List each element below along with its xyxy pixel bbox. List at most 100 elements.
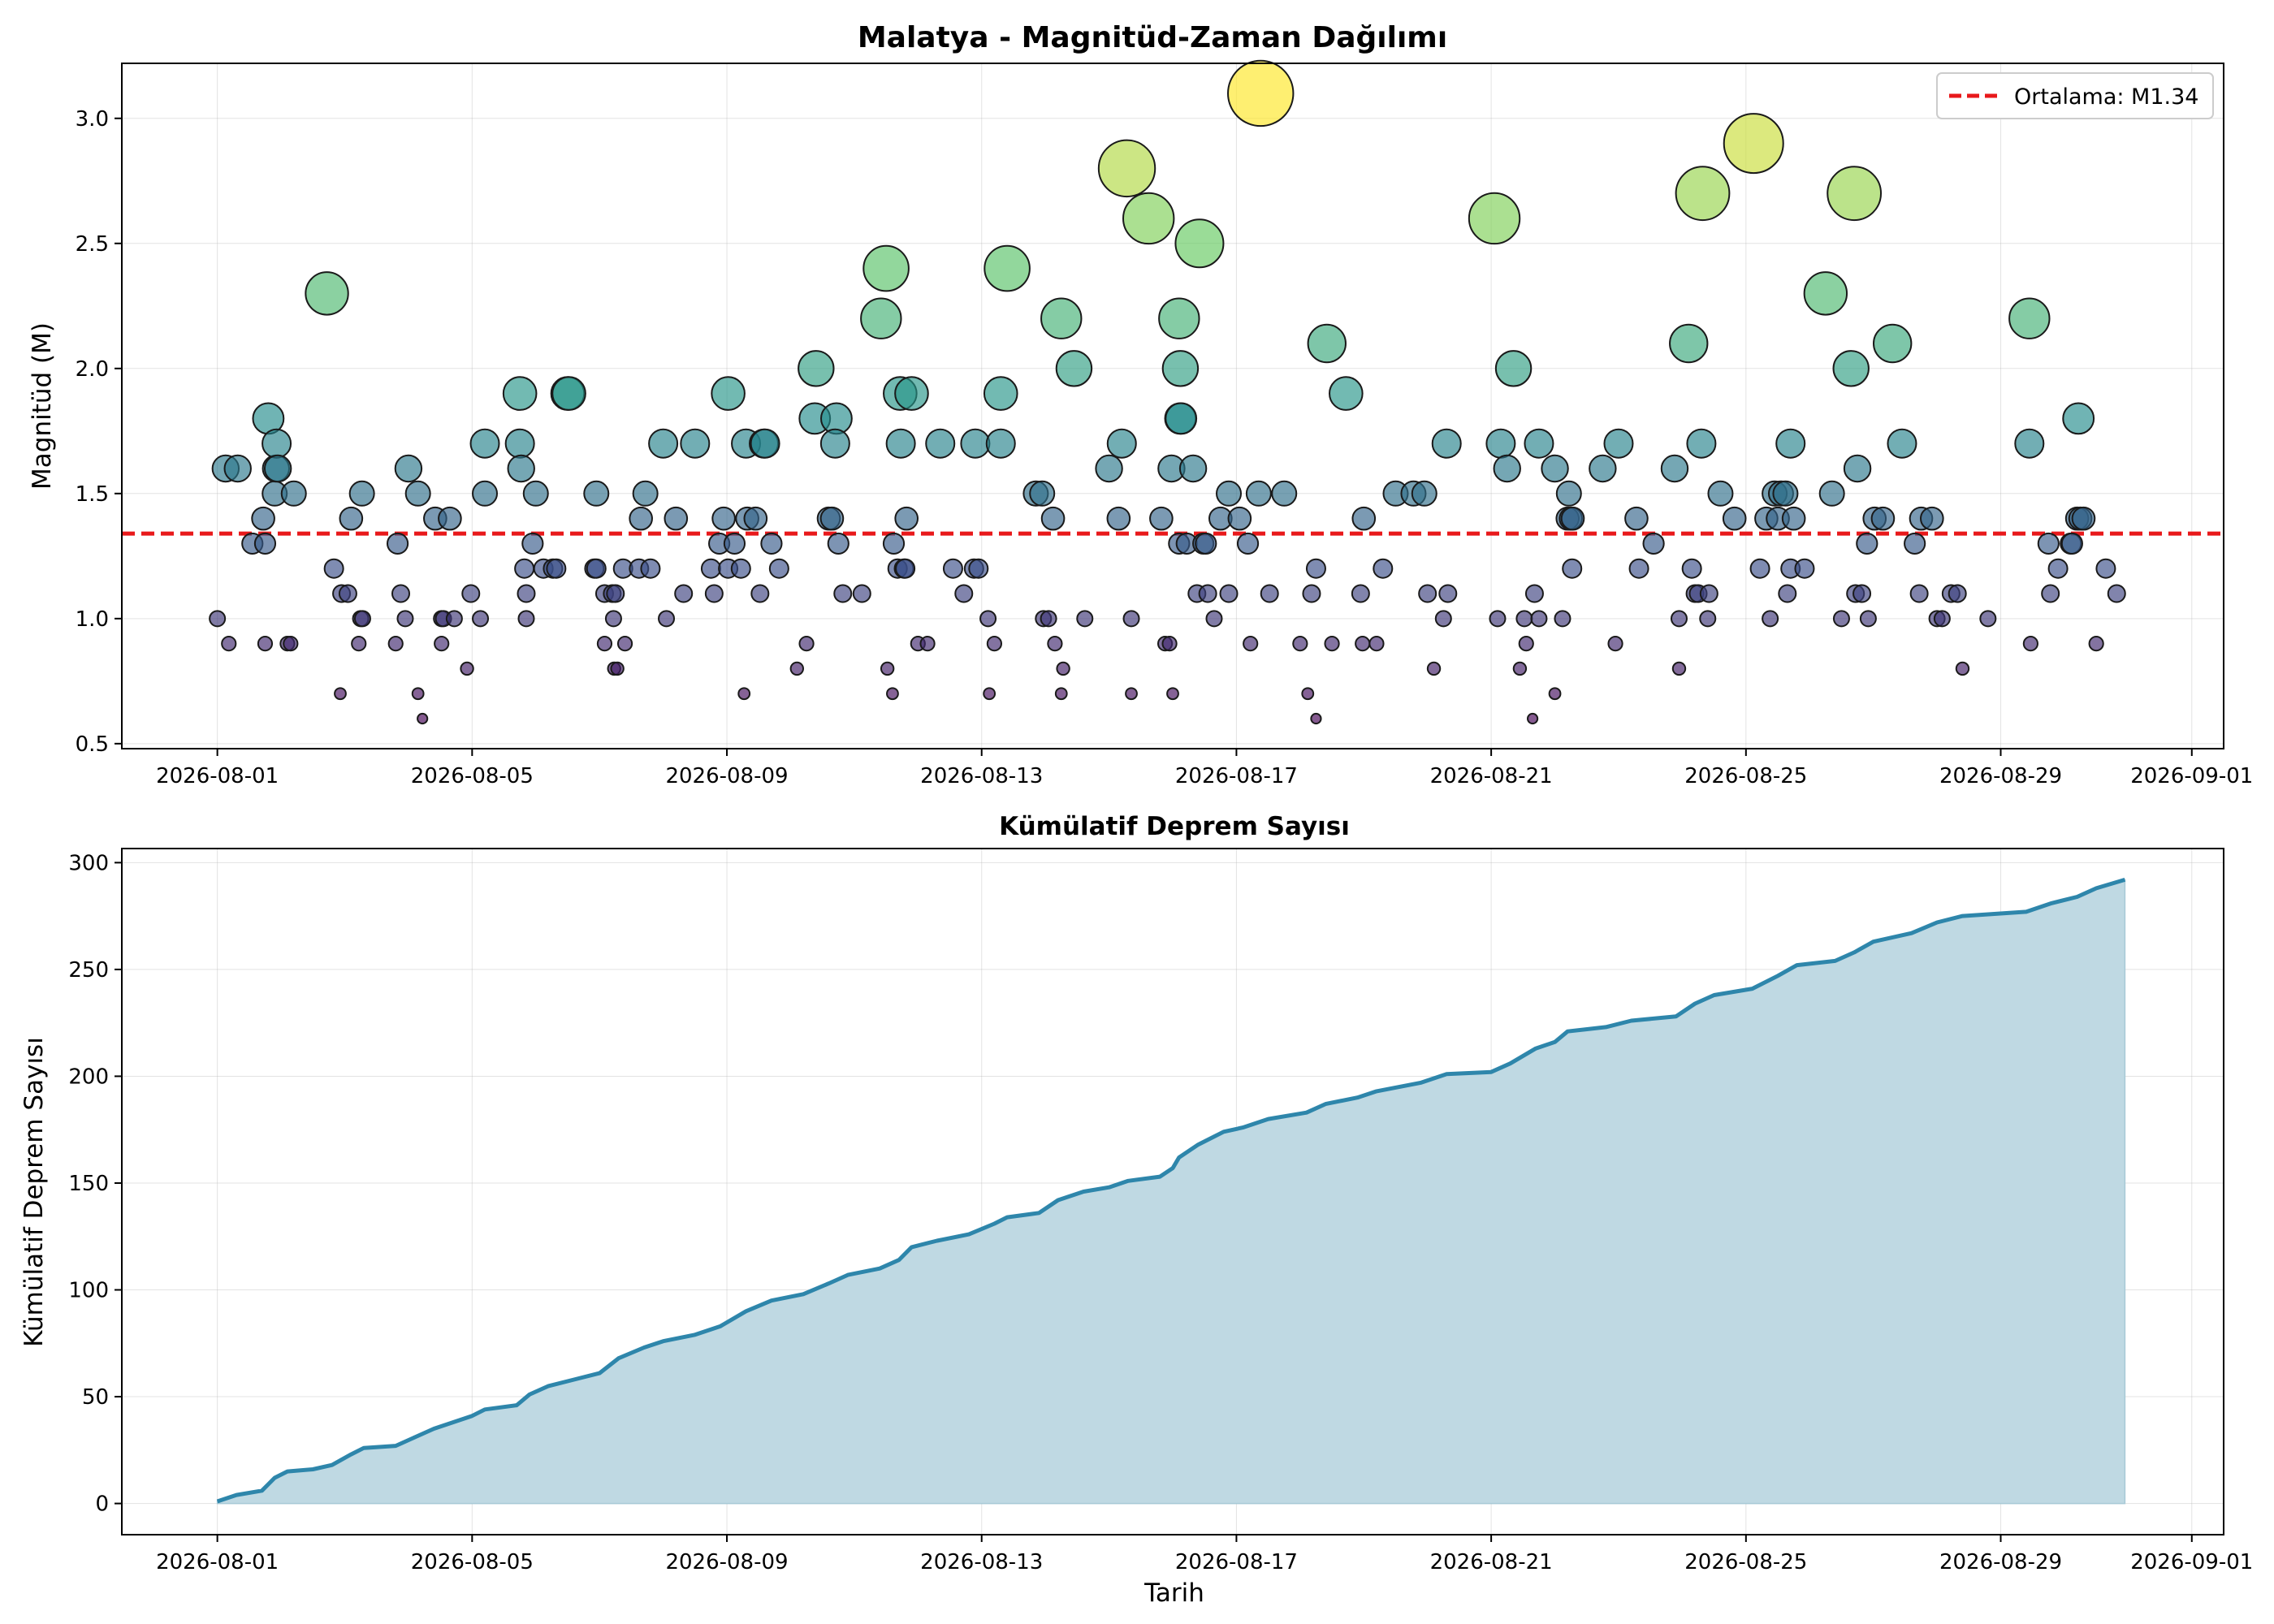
- earthquake-point: [1762, 610, 1779, 628]
- earthquake-point: [616, 636, 633, 652]
- earthquake-point: [551, 376, 586, 411]
- scatter-x-tick-label: 2026-08-09: [665, 764, 788, 788]
- cumulative-x-tick-label: 2026-08-21: [1430, 1550, 1553, 1574]
- magnitude-scatter-panel: Malatya - Magnitüd-Zaman Dağılımı 2026-0…: [28, 21, 2253, 788]
- earthquake-point: [1832, 610, 1850, 628]
- earthquake-point: [1887, 428, 1917, 459]
- earthquake-point: [348, 480, 375, 507]
- earthquake-point: [1843, 454, 1872, 483]
- earthquake-point: [1056, 661, 1070, 676]
- earthquake-point: [704, 584, 724, 603]
- scatter-y-ticks: 0.5 1.0 1.5 2.0 2.5 3.0: [76, 107, 122, 757]
- cumulative-y-axis-label: Kümülatif Deprem Sayısı: [19, 1037, 49, 1347]
- earthquake-point: [1707, 480, 1734, 507]
- earthquake-point: [1872, 323, 1913, 364]
- earthquake-point: [1749, 558, 1770, 579]
- earthquake-point: [1699, 610, 1717, 628]
- cumulative-panel: Kümülatif Deprem Sayısı 2026-08-01 2026-0…: [19, 812, 2253, 1608]
- earthquake-point: [472, 480, 499, 507]
- earthquake-point: [417, 712, 429, 725]
- earthquake-point: [1260, 584, 1279, 603]
- scatter-y-tick-label: 3.0: [76, 107, 109, 132]
- earthquake-point: [1158, 297, 1200, 339]
- cumulative-x-ticks: 2026-08-01 2026-08-05 2026-08-09 2026-08-13…: [156, 1535, 2253, 1574]
- scatter-y-tick-label: 1.0: [76, 607, 109, 632]
- earthquake-point: [919, 636, 936, 652]
- earthquake-point: [2088, 636, 2104, 652]
- earthquake-point: [1675, 166, 1731, 222]
- earthquake-point: [827, 532, 850, 555]
- earthquake-point: [1040, 610, 1057, 628]
- cumulative-x-tick-label: 2026-08-05: [411, 1550, 534, 1574]
- earthquake-point: [280, 480, 307, 507]
- earthquake-point: [664, 506, 689, 531]
- earthquake-point: [1870, 506, 1896, 531]
- earthquake-point: [223, 454, 252, 483]
- earthquake-point: [2014, 428, 2045, 459]
- earthquake-point: [1485, 428, 1516, 459]
- earthquake-point: [723, 532, 746, 555]
- scatter-y-tick-label: 1.5: [76, 482, 109, 507]
- earthquake-point: [1723, 113, 1784, 175]
- earthquake-point: [1329, 376, 1364, 411]
- earthquake-point: [2060, 532, 2083, 555]
- cumulative-plot-frame: [121, 848, 2224, 1535]
- earthquake-point: [2095, 558, 2116, 579]
- earthquake-point: [1541, 454, 1569, 483]
- earthquake-point: [507, 454, 535, 483]
- earthquake-point: [604, 610, 622, 628]
- earthquake-point: [984, 244, 1031, 292]
- earthquake-point: [1493, 454, 1521, 483]
- earthquake-point: [798, 350, 835, 387]
- earthquake-point: [283, 636, 299, 652]
- scatter-y-tick-label: 0.5: [76, 732, 109, 757]
- earthquake-point: [434, 636, 450, 652]
- earthquake-point: [1040, 506, 1066, 531]
- earthquake-point: [1047, 636, 1063, 652]
- earthquake-point: [1526, 712, 1539, 725]
- earthquake-point: [1933, 610, 1951, 628]
- earthquake-point: [1524, 584, 1544, 603]
- earthquake-point: [257, 636, 274, 652]
- scatter-x-tick-label: 2026-08-05: [411, 764, 534, 788]
- earthquake-point: [954, 584, 974, 603]
- earthquake-point: [1781, 506, 1806, 531]
- cumulative-x-tick-label: 2026-08-17: [1175, 1550, 1298, 1574]
- earthquake-point: [1411, 480, 1437, 507]
- scatter-x-tick-label: 2026-09-01: [2130, 764, 2253, 788]
- earthquake-point: [860, 297, 902, 339]
- scatter-y-tick-label: 2.0: [76, 357, 109, 382]
- earthquake-point: [894, 376, 929, 411]
- earthquake-point: [1489, 610, 1507, 628]
- legend-mean-label: Ortalama: M1.34: [2014, 84, 2198, 110]
- earthquake-point: [1554, 610, 1571, 628]
- earthquake-point: [1699, 584, 1718, 603]
- earthquake-point: [334, 687, 347, 701]
- cumulative-y-tick-label: 200: [68, 1065, 109, 1089]
- earthquake-point: [262, 428, 292, 459]
- earthquake-point: [1642, 532, 1665, 555]
- earthquake-point: [596, 636, 613, 652]
- earthquake-point: [1301, 687, 1315, 701]
- earthquake-point: [1307, 323, 1347, 364]
- earthquake-point: [583, 480, 610, 507]
- earthquake-point: [968, 558, 989, 579]
- earthquake-point: [338, 584, 357, 603]
- earthquake-point: [606, 584, 625, 603]
- earthquake-point: [517, 584, 536, 603]
- earthquake-point: [517, 610, 535, 628]
- earthquake-point: [1722, 506, 1747, 531]
- earthquake-point: [1431, 428, 1462, 459]
- scatter-x-tick-label: 2026-08-17: [1175, 764, 1298, 788]
- earthquake-point: [253, 532, 277, 555]
- earthquake-point: [2071, 506, 2096, 531]
- earthquake-point: [1909, 584, 1929, 603]
- earthquake-point: [1076, 610, 1094, 628]
- earthquake-point: [1948, 584, 1967, 603]
- earthquake-point: [1794, 558, 1815, 579]
- earthquake-point: [852, 584, 871, 603]
- earthquake-point: [1560, 506, 1585, 531]
- earthquake-point: [2062, 402, 2095, 435]
- earthquake-point: [983, 687, 996, 701]
- earthquake-point: [1149, 506, 1174, 531]
